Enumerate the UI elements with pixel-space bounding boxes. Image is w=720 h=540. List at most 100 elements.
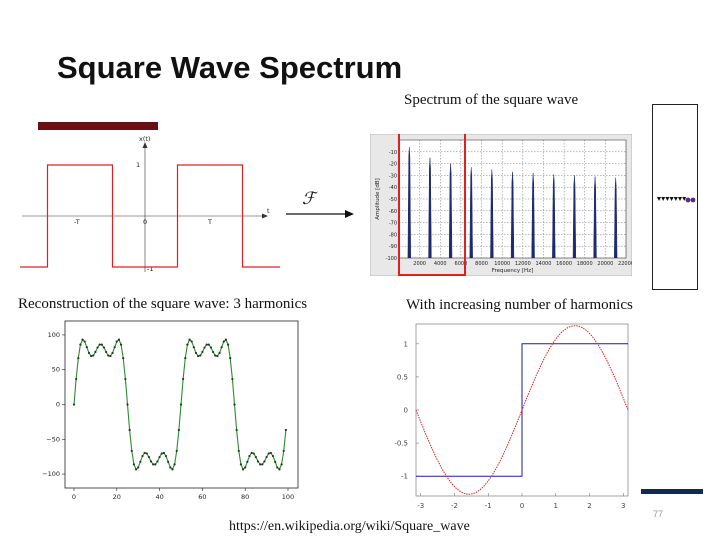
rc-point	[132, 463, 136, 466]
spectrum-xtick-label: 20000	[597, 261, 613, 267]
rc-point	[130, 449, 133, 453]
rc-point	[79, 343, 82, 346]
source-url[interactable]: https://en.wikipedia.org/wiki/Square_wav…	[229, 519, 470, 534]
ih-ytick-label: 1	[404, 340, 408, 348]
rc-point	[177, 428, 180, 432]
marker-triangle	[669, 197, 674, 201]
sq-xlabel: t	[267, 207, 270, 215]
rc-point	[205, 343, 208, 346]
rc-point	[98, 343, 101, 346]
sq-ytick-label: -1	[147, 265, 153, 273]
rc-point	[149, 460, 153, 463]
slide-title: Square Wave Spectrum	[57, 50, 403, 85]
ih-xtick-label: 0	[520, 502, 524, 510]
square-wave-chart: x(t) t 1 -1 -T 0 T	[20, 135, 280, 273]
rc-xtick-label: 80	[241, 493, 249, 501]
rc-point	[197, 354, 200, 358]
sq-xtick-label: 0	[143, 218, 147, 226]
rc-point	[137, 466, 140, 469]
rc-point	[182, 377, 185, 381]
rc-point	[173, 463, 176, 466]
rc-point	[113, 346, 116, 349]
rc-point	[248, 454, 251, 458]
rc-point	[284, 428, 287, 432]
rc-point	[141, 454, 144, 458]
spectrum-bar	[531, 173, 535, 259]
marker-row	[657, 197, 696, 203]
rc-point	[216, 354, 219, 358]
rc-point	[109, 354, 112, 358]
rc-point	[139, 460, 142, 463]
rc-point	[147, 455, 150, 459]
rc-point	[280, 463, 283, 466]
rc-point	[186, 343, 189, 346]
rc-point	[235, 428, 238, 432]
rc-point	[199, 354, 202, 357]
y-axis-arrow	[142, 142, 148, 148]
rc-ytick-label: 50	[52, 366, 60, 374]
spectrum-bar	[572, 175, 577, 259]
marker-triangle	[678, 197, 682, 201]
rc-point	[92, 354, 95, 357]
rc-point	[77, 356, 80, 360]
marker-triangle	[682, 197, 687, 201]
spectrum-ytick-label: -100	[386, 256, 397, 262]
rc-point	[252, 452, 255, 455]
rc-point	[126, 403, 129, 406]
marker-triangle	[657, 197, 661, 201]
rc-ytick-label: 0	[56, 401, 60, 409]
rc-point	[201, 350, 204, 354]
ih-ytick-label: -0.5	[394, 440, 408, 448]
accent-bar-navy	[641, 489, 703, 494]
marker-triangle	[661, 197, 666, 201]
rc-point	[271, 454, 275, 458]
spectrum-bar	[448, 163, 453, 259]
rc-point	[119, 343, 123, 346]
fourier-arrow	[286, 210, 354, 218]
rc-point	[274, 460, 277, 463]
rc-point	[276, 466, 279, 469]
spectrum-bar	[593, 176, 597, 259]
rc-point	[282, 449, 285, 453]
spectrum-ytick-label: -50	[389, 197, 397, 203]
ih-ytick-label: 0	[404, 407, 408, 415]
highlight-box	[398, 134, 466, 276]
rc-xtick-label: 0	[72, 493, 76, 501]
ih-xtick-label: -1	[485, 502, 492, 510]
spectrum-ytick-label: -30	[389, 173, 397, 179]
rc-point	[267, 452, 270, 455]
spectrum-ytick-label: -90	[389, 244, 397, 250]
spectrum-xtick-label: 6000	[455, 261, 468, 267]
spectrum-xtick-label: 18000	[577, 261, 593, 267]
rc-point	[128, 428, 131, 432]
rc-point	[145, 452, 148, 455]
rc-point	[212, 350, 215, 354]
spectrum-xtick-label: 10000	[494, 261, 510, 267]
spectrum-xtick-label: 8000	[475, 261, 488, 267]
rc-point	[83, 340, 86, 343]
rc-point	[111, 351, 114, 355]
sq-xtick-label: T	[207, 218, 212, 226]
ih-xtick-label: 3	[621, 502, 625, 510]
ih-xtick-label: 1	[554, 502, 558, 510]
ih-xtick-label: 2	[587, 502, 591, 510]
rc-point	[107, 354, 110, 357]
x-axis-arrow	[262, 213, 268, 219]
increasing-caption: With increasing number of harmonics	[406, 297, 633, 313]
purple-dot-2	[690, 197, 696, 203]
spectrum-xtick-label: 12000	[515, 261, 531, 267]
reconstruction-chart: 0 20 40 60 80 100 100 50 0 −50 −100	[42, 320, 299, 501]
rc-point	[188, 338, 191, 341]
rc-point	[162, 451, 165, 455]
rc-point	[105, 350, 108, 354]
rc-point	[134, 468, 138, 471]
rc-point	[265, 455, 268, 459]
fourier-symbol: ℱ	[302, 189, 316, 208]
page-number: 77	[653, 509, 664, 519]
rc-point	[263, 460, 266, 463]
rc-point	[207, 343, 210, 346]
spectrum-bar	[614, 177, 618, 259]
rc-point	[117, 338, 121, 341]
rc-point	[231, 377, 234, 381]
rc-point	[218, 351, 221, 355]
